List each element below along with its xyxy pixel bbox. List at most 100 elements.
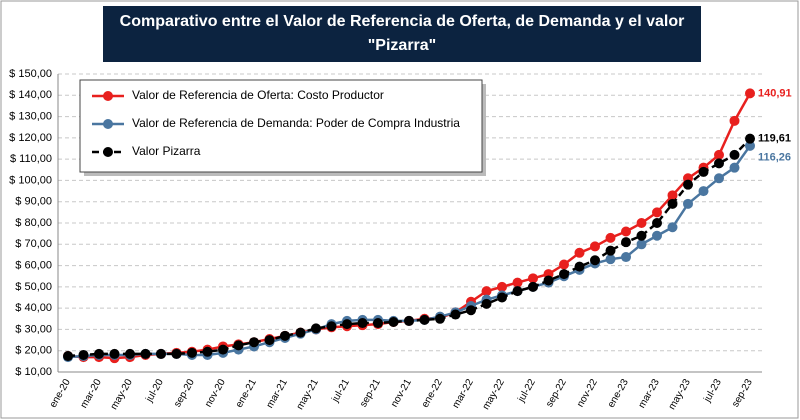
point [714, 149, 724, 160]
point [698, 166, 709, 177]
y-tick-label: $ 90,00 [15, 196, 52, 208]
point [481, 298, 492, 309]
point [94, 348, 104, 359]
point [326, 321, 337, 332]
point [388, 316, 399, 327]
point [109, 348, 120, 359]
point [667, 198, 678, 209]
point [621, 237, 631, 248]
point [497, 281, 507, 292]
legend-label: Valor Pizarra [132, 144, 201, 158]
legend-label: Valor de Referencia de Demanda: Poder de… [132, 116, 460, 130]
y-tick-label: $ 30,00 [15, 323, 52, 335]
point [714, 173, 724, 184]
point [497, 292, 507, 303]
y-tick-label: $ 100,00 [9, 174, 52, 186]
point [233, 340, 244, 351]
point [187, 347, 197, 358]
data-label: 116,26 [758, 152, 791, 164]
point [512, 286, 523, 297]
point [652, 207, 662, 218]
point [218, 344, 228, 355]
point [745, 88, 755, 99]
point [559, 269, 569, 280]
point [621, 252, 631, 263]
point [481, 286, 492, 297]
point [636, 230, 647, 241]
point [295, 327, 306, 338]
point [667, 222, 678, 233]
data-label: 119,61 [758, 133, 791, 145]
point [559, 259, 569, 270]
point [528, 281, 538, 292]
point [528, 273, 538, 284]
point [683, 179, 693, 190]
y-tick-label: $ 70,00 [15, 238, 52, 250]
y-tick-label: $ 50,00 [15, 281, 52, 293]
point [574, 247, 585, 258]
point [621, 226, 631, 237]
point [714, 158, 724, 169]
y-tick-label: $ 80,00 [15, 217, 52, 229]
title-box [103, 6, 701, 62]
point [63, 351, 73, 362]
y-tick-label: $ 150,00 [9, 68, 52, 80]
legend-marker [103, 119, 113, 129]
point [280, 330, 290, 341]
legend-label: Valor de Referencia de Oferta: Costo Pro… [132, 88, 384, 102]
data-label: 140,91 [758, 87, 792, 99]
y-tick-label: $ 60,00 [15, 259, 52, 271]
point [636, 239, 647, 250]
point [373, 318, 383, 329]
y-tick-label: $ 130,00 [9, 110, 52, 122]
point [466, 305, 476, 316]
point [667, 190, 678, 201]
point [140, 348, 151, 359]
point [652, 218, 662, 228]
point [605, 232, 616, 243]
y-tick-label: $ 110,00 [10, 153, 52, 165]
point [249, 337, 259, 348]
point [202, 346, 213, 357]
point [543, 275, 554, 286]
point [512, 277, 523, 288]
point [357, 318, 368, 329]
point [264, 335, 275, 346]
point [683, 198, 693, 209]
point [419, 314, 430, 325]
y-tick-label: $ 140,00 [9, 89, 52, 101]
point [729, 149, 740, 160]
point [745, 140, 755, 151]
point [745, 133, 755, 144]
chart-title: "Pizarra" [368, 37, 437, 54]
point [125, 348, 135, 359]
point [636, 218, 647, 228]
point [605, 245, 616, 256]
point [156, 348, 166, 359]
chart-title: Comparativo entre el Valor de Referencia… [120, 13, 685, 30]
point [729, 115, 740, 126]
point [729, 162, 740, 173]
point [78, 349, 89, 360]
point [574, 261, 585, 272]
point [342, 319, 352, 330]
point [590, 241, 600, 252]
point [605, 254, 616, 265]
point [698, 186, 709, 197]
y-tick-label: $ 20,00 [15, 345, 52, 357]
y-tick-label: $ 40,00 [15, 302, 52, 314]
point [590, 255, 600, 266]
legend-marker [103, 147, 113, 157]
y-tick-label: $ 10,00 [15, 366, 52, 378]
point [171, 348, 182, 359]
point [435, 313, 445, 324]
y-tick-label: $ 120,00 [9, 132, 52, 144]
legend-box [79, 79, 483, 173]
point [450, 309, 461, 320]
point [404, 315, 414, 326]
legend-marker [103, 91, 113, 101]
point [652, 230, 662, 241]
point [311, 323, 321, 334]
